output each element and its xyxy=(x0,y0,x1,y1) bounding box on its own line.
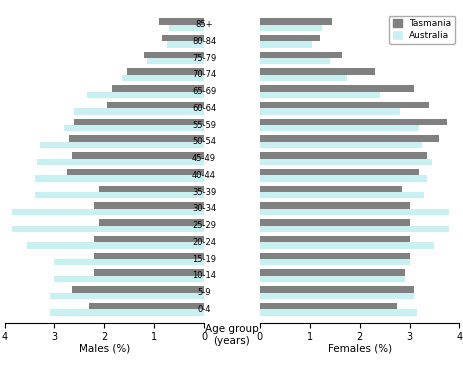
Bar xyxy=(74,119,204,125)
Bar xyxy=(69,135,204,142)
Bar xyxy=(67,169,204,175)
Bar xyxy=(99,186,204,192)
Bar xyxy=(259,125,419,131)
Bar xyxy=(259,209,449,215)
Bar xyxy=(39,142,204,148)
Bar xyxy=(259,102,429,108)
Bar xyxy=(259,92,379,98)
Bar xyxy=(259,219,409,226)
Bar xyxy=(259,175,426,182)
Bar xyxy=(259,236,409,242)
Bar xyxy=(54,276,204,282)
Bar xyxy=(72,152,204,158)
Bar xyxy=(259,253,409,259)
Bar xyxy=(161,35,204,41)
Bar xyxy=(259,135,438,142)
Bar xyxy=(259,35,319,41)
Bar xyxy=(259,68,374,75)
Bar xyxy=(259,286,413,293)
Bar xyxy=(259,52,341,58)
Bar xyxy=(259,242,433,249)
Bar xyxy=(259,152,426,158)
Bar xyxy=(259,108,399,115)
Bar xyxy=(94,253,204,259)
Bar xyxy=(64,125,204,131)
Bar xyxy=(259,203,409,209)
Bar xyxy=(37,158,204,165)
Bar xyxy=(259,269,404,276)
Bar xyxy=(259,24,321,31)
Bar xyxy=(50,309,204,316)
Bar xyxy=(74,108,204,115)
Bar xyxy=(54,259,204,266)
Bar xyxy=(106,102,204,108)
Bar xyxy=(94,269,204,276)
Bar xyxy=(259,85,413,92)
Bar xyxy=(146,58,204,65)
Bar xyxy=(12,226,204,232)
Bar xyxy=(169,24,204,31)
X-axis label: Females (%): Females (%) xyxy=(327,344,391,354)
Bar xyxy=(259,192,424,198)
Bar xyxy=(99,219,204,226)
Bar xyxy=(259,309,416,316)
Bar xyxy=(27,242,204,249)
Bar xyxy=(112,85,204,92)
Legend: Tasmania, Australia: Tasmania, Australia xyxy=(388,16,454,43)
Bar xyxy=(259,276,404,282)
Bar xyxy=(94,236,204,242)
Bar xyxy=(259,119,446,125)
Bar xyxy=(72,286,204,293)
Bar xyxy=(259,303,396,309)
Bar xyxy=(259,142,421,148)
Bar xyxy=(50,293,204,299)
Bar xyxy=(87,92,204,98)
Bar xyxy=(259,186,401,192)
Bar xyxy=(89,303,204,309)
Bar xyxy=(159,18,204,24)
X-axis label: Males (%): Males (%) xyxy=(79,344,130,354)
Bar xyxy=(259,75,346,81)
Bar xyxy=(259,226,449,232)
Bar xyxy=(34,192,204,198)
Bar xyxy=(259,18,332,24)
Bar xyxy=(144,52,204,58)
Bar xyxy=(259,293,413,299)
Bar xyxy=(126,68,204,75)
Bar xyxy=(166,41,204,47)
Bar xyxy=(122,75,204,81)
Bar xyxy=(259,41,312,47)
Bar xyxy=(12,209,204,215)
Bar xyxy=(259,169,419,175)
Bar xyxy=(259,158,431,165)
Bar xyxy=(34,175,204,182)
Bar xyxy=(259,259,409,266)
Bar xyxy=(94,203,204,209)
Bar xyxy=(259,58,329,65)
X-axis label: Age group
(years): Age group (years) xyxy=(205,324,258,346)
